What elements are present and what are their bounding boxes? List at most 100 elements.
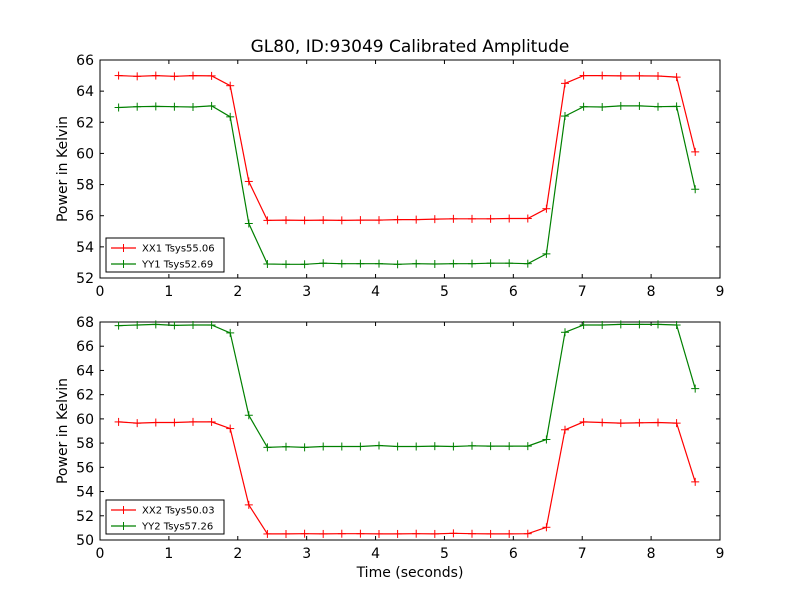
data-point-marker — [393, 529, 402, 538]
y-tick-label: 52 — [76, 509, 94, 525]
data-point-marker — [114, 103, 123, 112]
x-axis-label: Time (seconds) — [356, 565, 464, 581]
legend-box — [105, 499, 225, 535]
data-point-marker — [356, 442, 365, 451]
data-point-marker — [598, 321, 607, 330]
data-point-marker — [430, 442, 439, 451]
data-point-marker — [635, 320, 644, 329]
data-point-marker — [468, 259, 476, 268]
y-tick-label: 56 — [76, 460, 94, 476]
data-point-marker — [244, 500, 253, 509]
x-tick-label: 6 — [509, 284, 518, 300]
data-point-marker — [300, 529, 309, 538]
data-point-marker — [505, 442, 514, 451]
data-point-marker — [133, 72, 142, 81]
data-point-marker — [449, 214, 458, 223]
data-point-marker — [282, 442, 290, 451]
x-tick-label: 3 — [302, 284, 311, 300]
data-point-marker — [337, 529, 346, 538]
x-tick-label: 9 — [716, 546, 725, 562]
data-point-marker — [635, 71, 644, 80]
x-tick-label: 8 — [647, 546, 656, 562]
data-point-marker — [226, 328, 235, 337]
data-point-marker — [356, 529, 365, 538]
data-point-marker — [226, 112, 235, 121]
data-point-marker — [170, 321, 179, 330]
y-axis-label: Power in Kelvin — [55, 116, 71, 222]
data-point-marker — [226, 424, 235, 433]
data-point-marker — [189, 417, 197, 426]
data-point-marker — [375, 216, 383, 225]
data-point-marker — [151, 102, 160, 111]
data-point-marker — [319, 442, 328, 451]
data-point-marker — [412, 529, 421, 538]
y-tick-label: 60 — [76, 146, 94, 162]
data-point-marker — [114, 321, 123, 330]
data-point-marker — [170, 418, 179, 427]
data-point-marker — [300, 216, 309, 225]
data-point-marker — [486, 214, 495, 223]
data-point-marker — [430, 215, 439, 224]
data-point-marker — [356, 216, 365, 225]
data-point-marker — [449, 529, 458, 538]
x-tick-label: 2 — [233, 546, 242, 562]
data-point-marker — [672, 419, 681, 428]
y-tick-label: 62 — [76, 388, 94, 404]
data-point-marker — [114, 71, 123, 80]
data-point-marker — [226, 81, 235, 90]
data-point-marker — [189, 71, 197, 80]
data-point-marker — [598, 103, 607, 112]
legend-label: XX1 Tsys55.06 — [142, 244, 215, 255]
data-point-marker — [282, 216, 290, 225]
y-tick-label: 64 — [76, 363, 94, 379]
x-tick-label: 5 — [440, 546, 449, 562]
y-tick-label: 50 — [76, 533, 94, 549]
x-tick-label: 1 — [164, 546, 173, 562]
data-point-marker — [654, 72, 662, 81]
plot-frame — [99, 321, 721, 541]
x-tick-label: 1 — [164, 284, 173, 300]
data-point-marker — [263, 216, 272, 225]
data-point-marker — [616, 101, 625, 110]
data-point-marker — [505, 259, 514, 268]
y-tick-label: 58 — [76, 178, 94, 194]
x-tick-label: 4 — [371, 284, 380, 300]
series-line — [118, 74, 696, 222]
legend-box — [105, 237, 225, 273]
data-point-marker — [449, 259, 458, 268]
data-point-marker — [151, 418, 160, 427]
y-tick-label: 62 — [76, 115, 94, 131]
data-point-marker — [282, 260, 290, 269]
data-point-marker — [393, 215, 402, 224]
data-point-marker — [207, 71, 216, 80]
data-point-marker — [430, 259, 439, 268]
data-point-marker — [523, 529, 532, 538]
data-point-marker — [133, 419, 142, 428]
legend-swatch — [111, 506, 136, 514]
data-point-marker — [616, 320, 625, 329]
x-tick-label: 3 — [302, 546, 311, 562]
legend-label: YY2 Tsys57.26 — [141, 522, 213, 533]
data-point-marker — [635, 418, 644, 427]
data-point-marker — [430, 529, 439, 538]
legend-swatch — [111, 522, 136, 530]
data-point-marker — [635, 101, 644, 110]
y-axis-label: Power in Kelvin — [55, 378, 71, 484]
data-point-marker — [412, 259, 421, 268]
data-point-marker — [151, 320, 160, 329]
data-point-marker — [542, 249, 551, 258]
data-point-marker — [672, 73, 681, 82]
x-tick-label: 7 — [578, 284, 587, 300]
y-tick-label: 54 — [76, 240, 94, 256]
data-point-marker — [486, 529, 495, 538]
legend-label: XX2 Tsys50.03 — [142, 506, 215, 517]
y-tick-label: 64 — [76, 84, 94, 100]
y-tick-label: 66 — [76, 53, 94, 69]
data-point-marker — [468, 441, 476, 450]
data-point-marker — [542, 435, 551, 444]
legend: XX1 Tsys55.06 YY1 Tsys52.69 — [105, 237, 225, 273]
data-point-marker — [263, 443, 272, 452]
data-point-marker — [579, 102, 588, 111]
plot-frame — [99, 59, 721, 279]
